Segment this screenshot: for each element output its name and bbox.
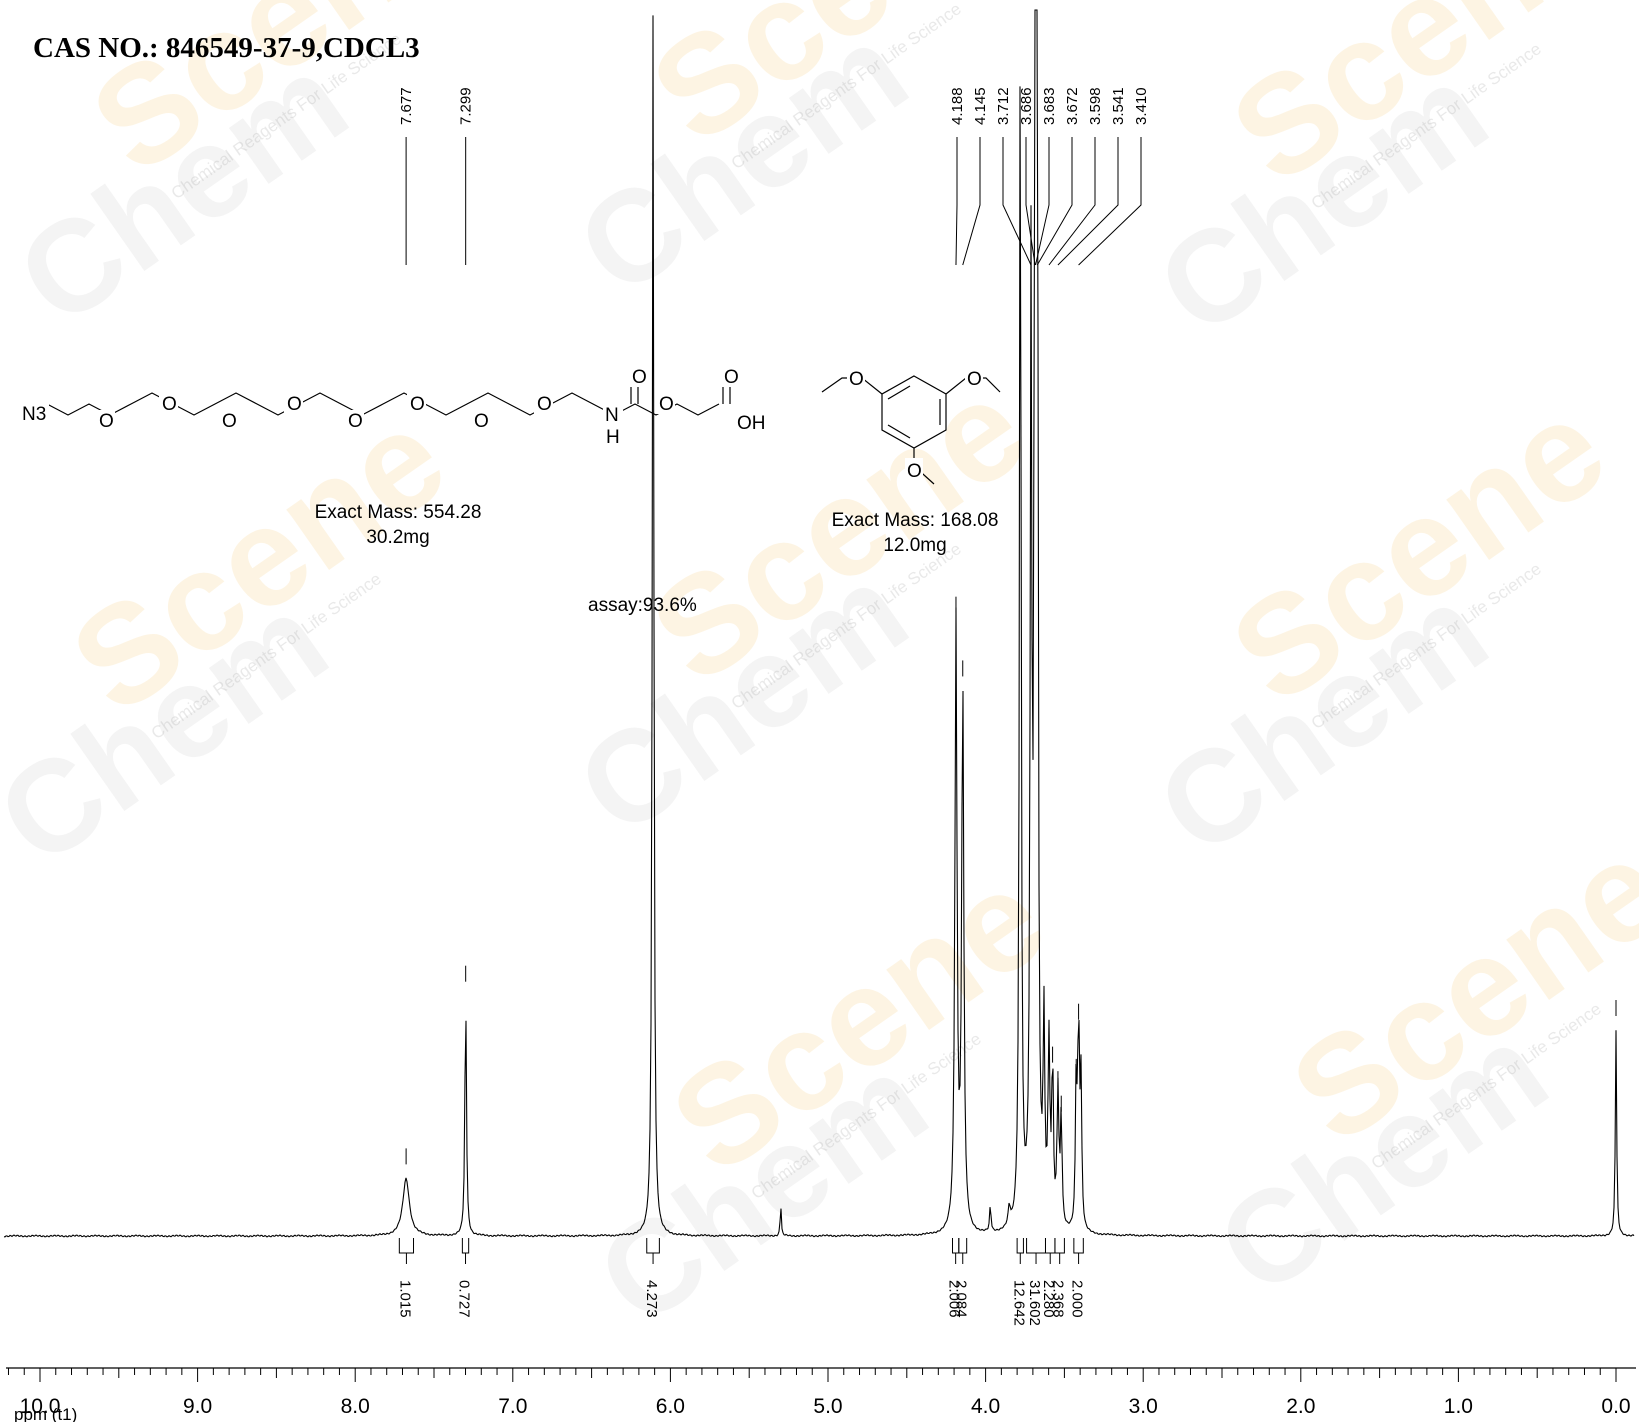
integral-label: 2.000: [1069, 1280, 1086, 1318]
standard-exact-mass: Exact Mass: 168.08: [832, 510, 999, 531]
integral-label: 0.727: [456, 1280, 473, 1318]
amide-h-label: H: [606, 427, 620, 448]
x-tick-label: 5.0: [813, 1395, 842, 1418]
x-axis-label: ppm (t1): [14, 1405, 77, 1422]
methoxy-o-label-1: O: [849, 369, 864, 390]
integral-label: 12.642: [1010, 1280, 1027, 1326]
oxygen-label: O: [348, 411, 363, 432]
x-tick-label: 2.0: [1286, 1395, 1315, 1418]
x-tick-label: 0.0: [1601, 1395, 1630, 1418]
oxygen-label: O: [222, 411, 237, 432]
peak-leader: [1002, 137, 1032, 266]
integral: 4.273: [643, 1238, 660, 1318]
integral: 1.015: [396, 1238, 415, 1318]
oxygen-label: O: [162, 394, 177, 415]
integral-label: 2.006: [946, 1280, 963, 1318]
x-tick-label: 6.0: [656, 1395, 685, 1418]
integral-label: 1.015: [396, 1280, 413, 1318]
peak-label: 3.686: [1018, 87, 1035, 125]
integral-label: 2.084: [953, 1280, 970, 1318]
hydroxyl-label: OH: [737, 413, 766, 434]
oxygen-label: O: [724, 367, 739, 388]
x-tick-label: 9.0: [183, 1395, 212, 1418]
peak-leader: [955, 137, 958, 266]
x-axis: 10.0 9.0 8.0 7.0 6.0 5.0 4.0 3.0 2.0 1.0 0.0 ppm (…: [6, 1367, 1636, 1422]
integral: 2.000: [1069, 1238, 1086, 1318]
methoxy-o-label-3: O: [907, 461, 922, 482]
x-tick-label: 8.0: [341, 1395, 370, 1418]
oxygen-label: O: [99, 411, 114, 432]
oxygen-label: O: [474, 411, 489, 432]
assay-label: assay:93.6%: [588, 595, 697, 616]
peak-label: 7.677: [398, 87, 415, 125]
peak-leader: [1025, 137, 1036, 266]
spectrum-trace: [3, 9, 1635, 1238]
peak-leader-lines: [405, 137, 1142, 266]
peak-leader: [1035, 137, 1050, 266]
peak-leader: [1057, 137, 1119, 266]
integral: 2.368: [1050, 1238, 1067, 1318]
peak-label: 7.299: [458, 87, 475, 125]
chart-title: CAS NO.: 846549-37-9,CDCL3: [33, 32, 420, 64]
peak-markers: [405, 286, 1617, 1165]
x-axis-ticks: [7, 1368, 1617, 1382]
peak-leader: [962, 137, 981, 266]
amide-n-label: N: [605, 405, 619, 426]
x-axis-tick-labels: 10.0 9.0 8.0 7.0 6.0 5.0 4.0 3.0 2.0 1.0 0.0: [20, 1395, 1631, 1418]
integral: 2.084: [953, 1238, 970, 1318]
oxygen-label: O: [410, 394, 425, 415]
peak-label: 3.410: [1133, 87, 1150, 125]
peak-labels: 7.677 7.299 4.188 4.145 3.712 3.686 3.683 3.672…: [398, 87, 1150, 125]
x-tick-label: 3.0: [1129, 1395, 1158, 1418]
integral-label: 31.602: [1026, 1280, 1043, 1326]
azide-label: N3: [22, 404, 46, 425]
compound-amount: 30.2mg: [366, 527, 429, 548]
oxygen-label: O: [659, 394, 674, 415]
x-tick-label: 1.0: [1444, 1395, 1473, 1418]
x-tick-label: 7.0: [498, 1395, 527, 1418]
oxygen-label: O: [287, 394, 302, 415]
x-tick-label: 10.0: [20, 1395, 61, 1418]
integral: 0.727: [456, 1238, 473, 1318]
oxygen-label: O: [632, 367, 647, 388]
peak-leader: [1036, 137, 1073, 266]
peak-label: 3.683: [1041, 87, 1058, 125]
integral: 2.280: [1040, 1238, 1057, 1318]
integral-label: 4.273: [643, 1280, 660, 1318]
peak-label: 4.188: [949, 87, 966, 125]
standard-structure: O O O Exact Mass: 168.08 12.0mg: [821, 366, 1001, 556]
integral-label: 2.280: [1040, 1280, 1057, 1318]
peak-leader: [1078, 137, 1142, 266]
x-tick-label: 4.0: [971, 1395, 1000, 1418]
peak-label: 3.598: [1087, 87, 1104, 125]
compound-exact-mass: Exact Mass: 554.28: [315, 502, 482, 523]
methoxy-o-label-2: O: [967, 369, 982, 390]
oxygen-label: O: [537, 394, 552, 415]
peak-label: 3.672: [1064, 87, 1081, 125]
peak-label: 3.541: [1110, 87, 1127, 125]
integral-label: 2.368: [1050, 1280, 1067, 1318]
peak-label: 3.712: [995, 87, 1012, 125]
peak-leader: [1048, 137, 1096, 266]
peak-label: 4.145: [972, 87, 989, 125]
integral: 12.642: [1010, 1238, 1027, 1326]
standard-amount: 12.0mg: [883, 535, 946, 556]
